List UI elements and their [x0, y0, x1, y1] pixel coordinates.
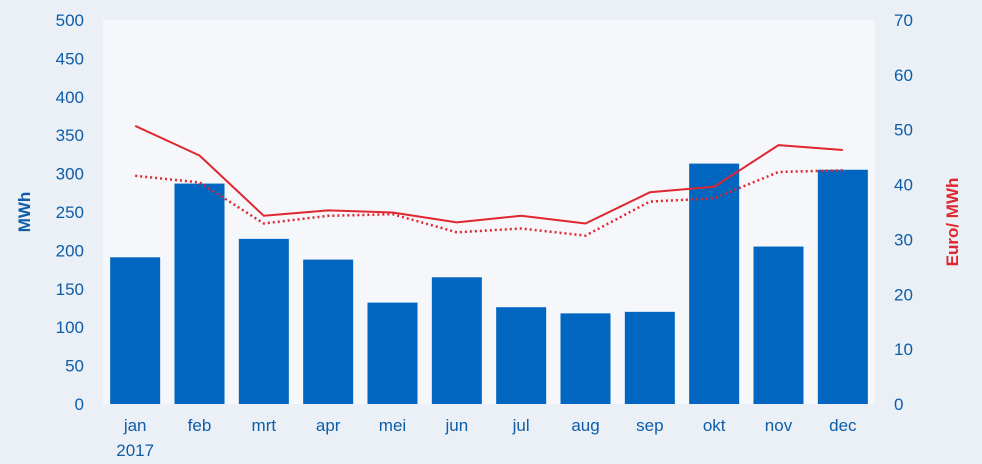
- left-axis: 0 50 100 150 200 250 300 350 400 450 500: [56, 11, 84, 414]
- x-tick-label: mrt: [252, 416, 277, 435]
- x-tick-label: nov: [765, 416, 793, 435]
- bar-jun: [431, 277, 482, 404]
- x-tick-label: jan: [123, 416, 147, 435]
- left-axis-title: MWh: [15, 192, 34, 233]
- x-tick-label: jul: [512, 416, 530, 435]
- bar-nov: [753, 246, 804, 404]
- bar-jan: [110, 257, 161, 404]
- left-tick-label: 400: [56, 88, 84, 107]
- left-tick-label: 250: [56, 203, 84, 222]
- plot-area: [103, 20, 875, 404]
- right-axis: 0 10 20 30 40 50 60 70: [894, 11, 913, 414]
- x-tick-label: okt: [703, 416, 726, 435]
- bar-mei: [367, 302, 418, 404]
- x-tick-label: jun: [444, 416, 468, 435]
- right-tick-label: 50: [894, 121, 913, 140]
- bar-sep: [624, 311, 675, 404]
- x-tick-label: sep: [636, 416, 663, 435]
- left-tick-label: 100: [56, 318, 84, 337]
- bar-dec: [817, 169, 868, 404]
- left-tick-label: 500: [56, 11, 84, 30]
- bar-mrt: [238, 238, 289, 404]
- left-tick-label: 450: [56, 49, 84, 68]
- x-tick-label: feb: [188, 416, 212, 435]
- left-tick-label: 300: [56, 165, 84, 184]
- x-tick-label: apr: [316, 416, 341, 435]
- bar-apr: [303, 259, 354, 404]
- left-tick-label: 0: [75, 395, 84, 414]
- line-series-group: [134, 124, 843, 237]
- solid-line-series: [134, 124, 843, 225]
- bar-okt: [689, 163, 740, 404]
- right-tick-label: 10: [894, 340, 913, 359]
- right-tick-label: 20: [894, 285, 913, 304]
- left-tick-label: 350: [56, 126, 84, 145]
- right-tick-label: 30: [894, 230, 913, 249]
- bar-feb: [174, 183, 225, 404]
- bar-aug: [560, 313, 611, 404]
- x-axis-year-label: 2017: [116, 441, 154, 460]
- bar-series: [110, 163, 868, 404]
- right-tick-label: 70: [894, 11, 913, 30]
- left-tick-label: 50: [65, 357, 84, 376]
- x-axis: jan feb mrt apr mei jun jul aug sep okt nov dec: [123, 416, 857, 435]
- left-tick-label: 150: [56, 280, 84, 299]
- bar-jul: [496, 307, 547, 404]
- left-tick-label: 200: [56, 241, 84, 260]
- right-axis-title: Euro/ MWh: [943, 178, 962, 267]
- right-tick-label: 60: [894, 66, 913, 85]
- x-tick-label: dec: [829, 416, 857, 435]
- x-tick-label: aug: [571, 416, 599, 435]
- right-tick-label: 40: [894, 176, 913, 195]
- right-tick-label: 0: [894, 395, 903, 414]
- x-tick-label: mei: [379, 416, 406, 435]
